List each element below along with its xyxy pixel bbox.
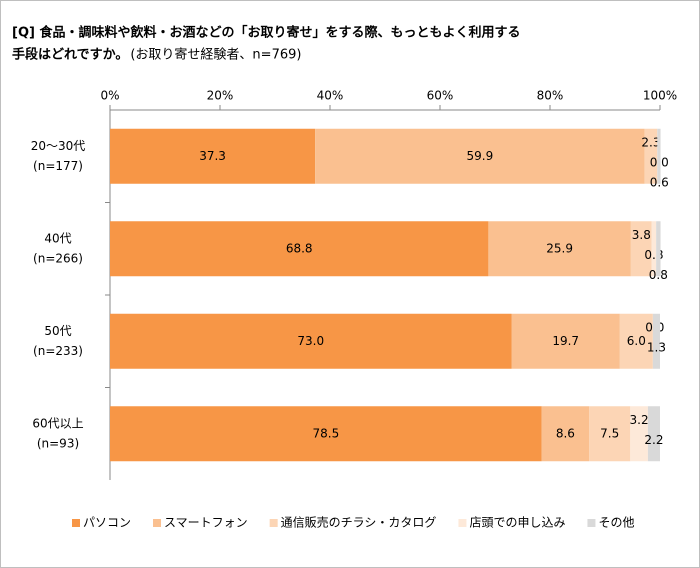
legend-swatch bbox=[72, 519, 80, 527]
chart-title: [Q] 食品・調味料や飲料・お酒などの「お取り寄せ」をする際、もっともよく利用す… bbox=[12, 25, 520, 41]
x-tick-label: 0% bbox=[100, 89, 119, 103]
bar-segment bbox=[110, 128, 316, 184]
y-tick-label: 20～30代 bbox=[31, 139, 86, 153]
y-tick-note: (n=177) bbox=[33, 159, 83, 173]
data-label: 25.9 bbox=[546, 241, 573, 255]
bar-segment bbox=[630, 221, 652, 277]
bar-segment bbox=[657, 128, 661, 184]
y-tick-label: 50代 bbox=[44, 324, 71, 338]
legend-label: パソコン bbox=[83, 516, 131, 530]
data-label: 0.6 bbox=[650, 175, 669, 189]
data-label: 0.8 bbox=[649, 268, 668, 282]
bar-segment bbox=[589, 406, 631, 462]
data-label: 59.9 bbox=[467, 149, 494, 163]
bar-segment bbox=[488, 221, 631, 277]
data-label: 2.2 bbox=[644, 433, 663, 447]
legend-swatch bbox=[269, 519, 278, 527]
bar-segment bbox=[647, 406, 660, 462]
data-label: 78.5 bbox=[313, 426, 340, 440]
bar-segment bbox=[315, 128, 645, 184]
x-tick-label: 100% bbox=[643, 89, 677, 103]
x-tick-label: 20% bbox=[207, 89, 234, 103]
bar-segment bbox=[656, 221, 661, 277]
chart-title: 手段はどれですか。 bbox=[12, 47, 128, 63]
data-label: 68.8 bbox=[286, 241, 313, 255]
data-label: 8.6 bbox=[556, 426, 575, 440]
x-tick-label: 80% bbox=[537, 89, 564, 103]
bar-segment bbox=[630, 406, 648, 462]
data-label: 3.2 bbox=[630, 413, 649, 427]
y-tick-note: (n=266) bbox=[33, 251, 83, 265]
legend-swatch bbox=[587, 519, 596, 527]
data-label: 19.7 bbox=[552, 334, 579, 348]
legend-label: 店頭での申し込み bbox=[469, 516, 565, 530]
x-tick-label: 40% bbox=[317, 89, 344, 103]
bar-segment bbox=[651, 221, 657, 277]
chart-subtitle: (お取り寄せ経験者、n=769) bbox=[130, 47, 301, 63]
bar-segment bbox=[110, 406, 542, 462]
y-tick-note: (n=233) bbox=[33, 344, 83, 358]
data-label: 1.3 bbox=[647, 340, 666, 354]
bar-segment bbox=[619, 313, 653, 369]
legend-swatch bbox=[458, 519, 467, 527]
y-tick-note: (n=93) bbox=[37, 436, 79, 450]
bar-segment bbox=[652, 313, 660, 369]
data-label: 6.0 bbox=[627, 334, 646, 348]
legend-label: 通信販売のチラシ・カタログ bbox=[281, 515, 437, 530]
bar-segment bbox=[110, 221, 489, 277]
bar-segment bbox=[644, 128, 658, 184]
bar-segment bbox=[511, 313, 620, 369]
data-label: 73.0 bbox=[297, 334, 324, 348]
y-tick-label: 60代以上 bbox=[32, 416, 83, 430]
x-tick-label: 60% bbox=[427, 89, 454, 103]
legend-swatch bbox=[153, 519, 162, 527]
data-label: 2.3 bbox=[641, 135, 660, 149]
data-label: 3.8 bbox=[632, 228, 651, 242]
bar-segment bbox=[541, 406, 590, 462]
legend-label: スマートフォン bbox=[164, 516, 248, 530]
data-label: 7.5 bbox=[600, 426, 619, 440]
legend-label: その他 bbox=[598, 516, 634, 530]
data-label: 37.3 bbox=[199, 149, 226, 163]
data-label: 0.8 bbox=[644, 248, 663, 262]
bar-segment bbox=[110, 313, 512, 369]
y-tick-label: 40代 bbox=[44, 231, 71, 245]
